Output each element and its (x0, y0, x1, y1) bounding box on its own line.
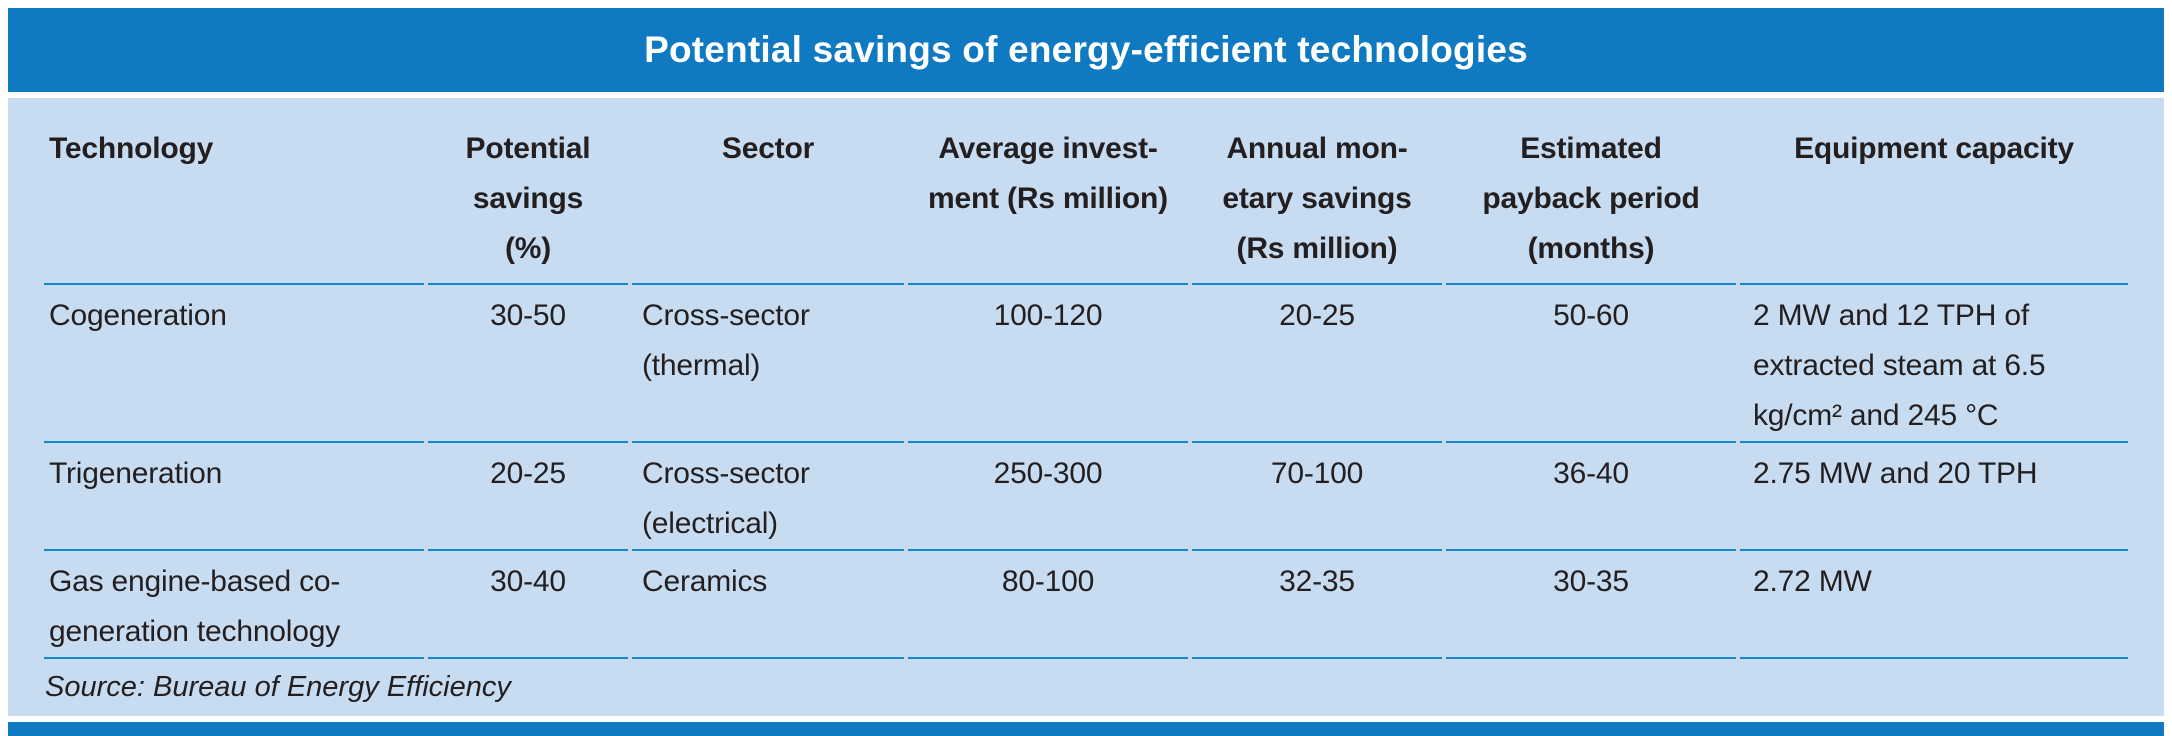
cell-sector: Cross-sector (electrical) (632, 443, 904, 551)
column-header-potential-savings: Potential savings (%) (428, 98, 628, 285)
table-panel: Technology Potential savings (%) Sector … (8, 98, 2164, 716)
column-header-sector: Sector (632, 98, 904, 285)
column-header-equipment-capacity: Equipment capacity (1740, 98, 2128, 285)
cell-annual-savings: 70-100 (1192, 443, 1442, 551)
cell-annual-savings: 32-35 (1192, 551, 1442, 659)
cell-payback-period: 30-35 (1446, 551, 1736, 659)
cell-sector: Cross-sector (thermal) (632, 285, 904, 443)
column-header-technology: Technology (44, 98, 424, 285)
energy-savings-table: Technology Potential savings (%) Sector … (40, 98, 2132, 659)
cell-average-investment: 80-100 (908, 551, 1188, 659)
cell-sector: Ceramics (632, 551, 904, 659)
header-row: Technology Potential savings (%) Sector … (44, 98, 2128, 285)
column-header-average-investment: Average invest- ment (Rs million) (908, 98, 1188, 285)
table-row-cogeneration: Cogeneration 30-50 Cross-sector (thermal… (44, 285, 2128, 443)
table-title: Potential savings of energy-efficient te… (644, 29, 1528, 70)
table-row-trigeneration: Trigeneration 20-25 Cross-sector (electr… (44, 443, 2128, 551)
footer-bar (8, 722, 2164, 736)
cell-average-investment: 250-300 (908, 443, 1188, 551)
cell-average-investment: 100-120 (908, 285, 1188, 443)
cell-potential-savings: 30-40 (428, 551, 628, 659)
cell-potential-savings: 30-50 (428, 285, 628, 443)
cell-equipment-capacity: 2.75 MW and 20 TPH (1740, 443, 2128, 551)
cell-annual-savings: 20-25 (1192, 285, 1442, 443)
table-row-gas-engine-cogeneration: Gas engine-based co- generation technolo… (44, 551, 2128, 659)
column-header-annual-monetary-savings: Annual mon- etary savings (Rs million) (1192, 98, 1442, 285)
cell-equipment-capacity: 2 MW and 12 TPH of extracted steam at 6.… (1740, 285, 2128, 443)
column-header-estimated-payback-period: Estimated payback period (months) (1446, 98, 1736, 285)
cell-equipment-capacity: 2.72 MW (1740, 551, 2128, 659)
cell-payback-period: 50-60 (1446, 285, 1736, 443)
table-header: Technology Potential savings (%) Sector … (44, 98, 2128, 285)
cell-potential-savings: 20-25 (428, 443, 628, 551)
table-title-bar: Potential savings of energy-efficient te… (8, 8, 2164, 92)
table-body: Cogeneration 30-50 Cross-sector (thermal… (44, 285, 2128, 659)
source-note: Source: Bureau of Energy Efficiency (45, 671, 511, 703)
cell-technology: Gas engine-based co- generation technolo… (44, 551, 424, 659)
cell-payback-period: 36-40 (1446, 443, 1736, 551)
cell-technology: Cogeneration (44, 285, 424, 443)
cell-technology: Trigeneration (44, 443, 424, 551)
